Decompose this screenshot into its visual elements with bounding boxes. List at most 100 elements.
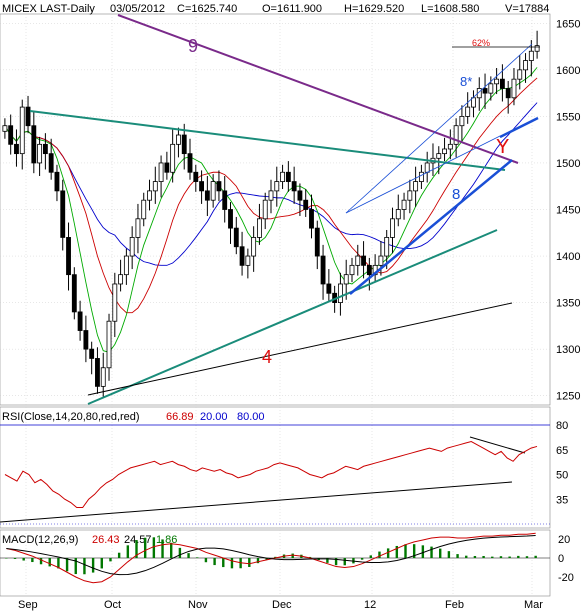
macd-hist-bar	[473, 555, 477, 558]
candle-body	[25, 106, 31, 127]
ma-fast-path	[4, 67, 538, 353]
price-tick-label: 1300	[556, 344, 580, 356]
candle-body	[395, 209, 401, 220]
ma-fast-line	[4, 67, 538, 353]
macd-hist-bar	[196, 557, 199, 558]
macd-hist-bar	[48, 558, 51, 567]
macd-hist-bar	[65, 558, 69, 572]
macd-hist-bar	[326, 558, 329, 563]
candle-body	[418, 171, 424, 182]
candle-body	[349, 264, 355, 276]
candle-body	[158, 162, 164, 182]
candle-body	[8, 125, 14, 145]
candlestick-series	[2, 30, 540, 397]
candle-body	[297, 190, 303, 201]
candle-body	[152, 181, 158, 192]
macd-hist-bar	[404, 544, 407, 558]
header-volume: V=17884	[505, 3, 549, 15]
candle-body	[337, 283, 343, 303]
candle-body	[517, 69, 523, 80]
candle-body	[54, 171, 60, 192]
candle-body	[407, 190, 413, 201]
channel-upper-blue	[345, 43, 533, 214]
macd-header-value: 26.43	[92, 534, 120, 546]
rsi-trendline-lower	[0, 481, 513, 523]
macd-hist-bar	[83, 558, 86, 575]
candle-body	[135, 218, 141, 238]
candle-body	[314, 227, 320, 257]
macd-hist-bar	[412, 544, 416, 558]
candle-body	[106, 320, 112, 369]
macd-hist-bar	[161, 539, 164, 558]
x-tick-label: Mar	[524, 599, 543, 611]
macd-hist-bar	[534, 555, 537, 558]
candle-body	[465, 106, 471, 117]
macd-hist-bar	[152, 537, 156, 558]
header-high: H=1629.520	[344, 3, 404, 15]
rsi-axis: 80 65 50 35	[556, 420, 568, 506]
macd-hist-bar	[343, 558, 346, 566]
candle-body	[528, 50, 534, 61]
candle-body	[309, 209, 314, 229]
x-tick-label: 12	[364, 599, 376, 611]
candle-body	[471, 97, 476, 108]
macd-hist-bar	[187, 553, 190, 558]
candle-body	[31, 125, 37, 164]
price-axis: 1650 1600 1550 1500 1450 1400 1350 1300 1250	[556, 18, 580, 402]
macd-hist-bar	[100, 558, 103, 569]
macd-hist-bar	[291, 553, 294, 558]
candle-body	[326, 283, 332, 294]
candle-body	[424, 162, 430, 173]
x-tick-label: Dec	[272, 599, 292, 611]
macd-hist-bar	[126, 545, 130, 558]
candle-body	[216, 181, 222, 192]
macd-hist-bar	[265, 558, 268, 560]
rsi-tick-label: 50	[556, 470, 568, 482]
macd-hist-bar	[13, 558, 17, 559]
label-62pct: 62%	[472, 38, 490, 48]
trendline-teal-upper	[29, 110, 506, 171]
candle-body	[100, 367, 106, 387]
candle-body	[505, 88, 511, 99]
trendline-teal-lower	[87, 229, 498, 405]
macd-hist-bar	[22, 558, 25, 561]
rsi-header-high: 80.00	[237, 411, 265, 423]
header-low: L=1608.580	[421, 3, 479, 15]
candle-body	[66, 237, 71, 276]
trendline-8-blue	[349, 159, 513, 295]
candle-body	[534, 45, 540, 52]
macd-hist-bar	[117, 552, 121, 558]
candle-body	[48, 153, 54, 173]
candle-body	[343, 274, 349, 285]
candle-body	[14, 143, 19, 155]
macd-hist-bar	[430, 546, 433, 558]
candle-body	[199, 181, 205, 192]
candle-body	[447, 143, 453, 150]
macd-hist-bar	[256, 558, 260, 564]
macd-hist-bar	[248, 558, 251, 567]
macd-hist-bar	[447, 551, 451, 558]
price-tick-label: 1350	[556, 298, 580, 310]
label-y: Y	[496, 136, 509, 158]
trendline-8-blue-upper	[499, 116, 539, 139]
macd-tick-label: -20	[558, 572, 574, 584]
header-symbol: MICEX LAST-Daily	[2, 3, 95, 15]
candle-body	[37, 143, 43, 164]
macd-hist-bar	[525, 556, 529, 558]
macd-tick-label: 0	[558, 553, 564, 565]
macd-signal-path	[6, 535, 536, 576]
macd-header-signal: 24.57	[124, 534, 152, 546]
x-tick-label: Oct	[104, 599, 121, 611]
rsi-header-low: 20.00	[200, 411, 228, 423]
candle-body	[413, 181, 419, 192]
candle-body	[129, 237, 135, 257]
candle-body	[303, 199, 309, 210]
candle-body	[274, 181, 280, 192]
macd-hist-bar	[491, 556, 494, 558]
macd-hist-bar	[456, 554, 459, 558]
candle-body	[245, 255, 251, 266]
candle-body	[83, 330, 89, 350]
candle-body	[280, 171, 285, 182]
label-line4: 4	[262, 347, 272, 367]
header-date: 03/05/2012	[110, 3, 165, 15]
